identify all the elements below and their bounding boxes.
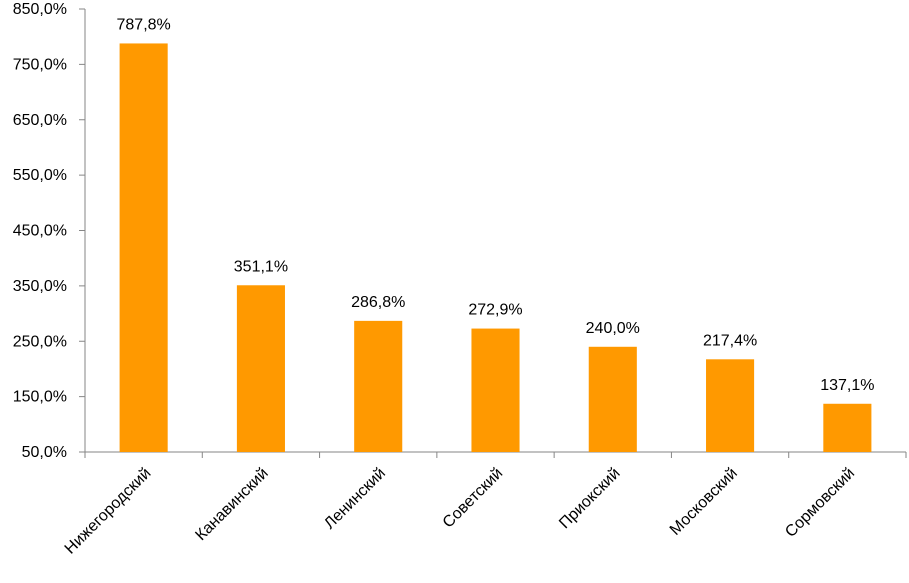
- category-labels: Нижегородский Канавинский Ленинский Советск…: [62, 465, 858, 558]
- y-tick-label: 750,0%: [13, 56, 67, 73]
- category-label: Сормовский: [782, 465, 858, 541]
- bar: [119, 43, 168, 453]
- bar: [706, 359, 755, 452]
- category-label: Московский: [667, 465, 741, 539]
- data-label: 240,0%: [586, 320, 640, 337]
- category-label: Нижегородский: [62, 465, 155, 558]
- y-tick-label: 550,0%: [13, 167, 67, 184]
- data-label: 137,1%: [820, 377, 874, 394]
- x-axis: [84, 451, 907, 458]
- y-tick-label: 150,0%: [13, 389, 67, 406]
- bars: [119, 43, 872, 453]
- y-tick-label: 650,0%: [13, 112, 67, 129]
- y-tick-label: 50,0%: [22, 444, 67, 461]
- bar: [588, 346, 637, 452]
- data-label: 286,8%: [351, 294, 405, 311]
- y-tick-label: 350,0%: [13, 278, 67, 295]
- data-label: 351,1%: [234, 258, 288, 275]
- y-tick-label: 850,0%: [13, 1, 67, 18]
- bar: [236, 285, 285, 452]
- bar: [471, 328, 520, 452]
- category-label: Ленинский: [321, 465, 389, 533]
- data-label: 272,9%: [468, 302, 522, 319]
- category-label: Советский: [440, 465, 507, 532]
- y-tick-label: 450,0%: [13, 223, 67, 240]
- data-labels: 787,8% 351,1% 286,8% 272,9% 240,0% 217,4% 137,…: [117, 16, 875, 393]
- bar: [354, 320, 403, 452]
- category-label: Приокский: [556, 465, 623, 532]
- y-axis: 50,0% 150,0% 250,0% 350,0% 450,0% 550,0% 650,0…: [13, 1, 86, 461]
- category-label: Канавинский: [192, 465, 271, 544]
- data-label: 787,8%: [117, 16, 171, 33]
- bar: [823, 403, 872, 452]
- y-tick-label: 250,0%: [13, 333, 67, 350]
- data-label: 217,4%: [703, 332, 757, 349]
